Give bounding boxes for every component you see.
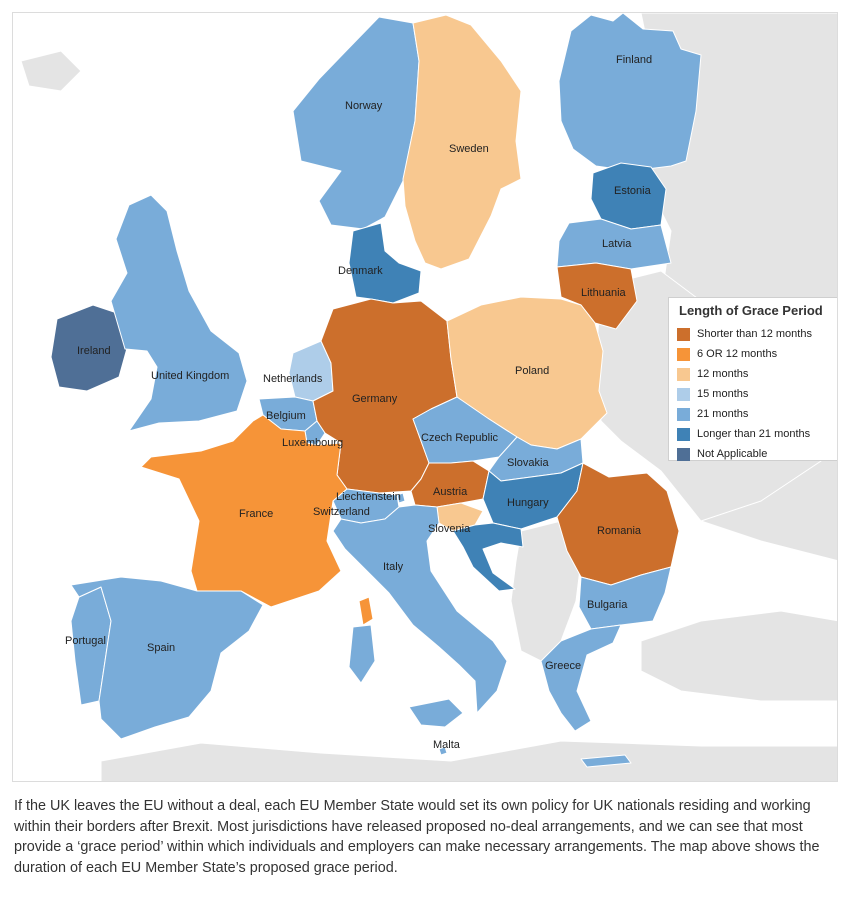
country-ireland[interactable] bbox=[50, 304, 130, 392]
legend-swatch bbox=[677, 407, 690, 421]
legend-rows: Shorter than 12 months 6 OR 12 months 12 m… bbox=[675, 324, 837, 464]
label-austria: Austria bbox=[433, 486, 468, 498]
country-france[interactable] bbox=[140, 414, 348, 608]
legend-item[interactable]: Shorter than 12 months bbox=[675, 324, 837, 344]
legend-label: 21 months bbox=[697, 408, 749, 420]
map-caption: If the UK leaves the EU without a deal, … bbox=[14, 798, 820, 876]
legend-label: Shorter than 12 months bbox=[697, 328, 812, 340]
label-estonia: Estonia bbox=[614, 185, 652, 197]
country-italy-sicily[interactable] bbox=[408, 698, 464, 728]
legend-item[interactable]: 12 months bbox=[675, 364, 837, 384]
legend-swatch bbox=[677, 347, 690, 361]
legend-label: 15 months bbox=[697, 388, 749, 400]
label-hungary: Hungary bbox=[507, 497, 549, 509]
legend-label: Not Applicable bbox=[697, 448, 768, 460]
label-denmark: Denmark bbox=[338, 265, 383, 277]
country-italy-sardinia[interactable] bbox=[348, 624, 376, 684]
label-slovenia: Slovenia bbox=[428, 523, 471, 535]
country-france-corsica[interactable] bbox=[358, 596, 374, 626]
legend-item[interactable]: 15 months bbox=[675, 384, 837, 404]
legend-title: Length of Grace Period bbox=[679, 303, 823, 318]
country-lithuania[interactable] bbox=[556, 262, 638, 330]
north-africa-region bbox=[100, 740, 837, 781]
label-luxembourg: Luxembourg bbox=[282, 437, 343, 449]
label-malta: Malta bbox=[433, 739, 461, 751]
label-poland: Poland bbox=[515, 365, 549, 377]
legend-label: Longer than 21 months bbox=[697, 428, 811, 440]
label-lithuania: Lithuania bbox=[581, 287, 627, 299]
label-liechtenstein: Liechtenstein bbox=[336, 491, 401, 503]
country-greece-crete[interactable] bbox=[580, 754, 632, 768]
legend-swatch bbox=[677, 447, 690, 461]
legend-item[interactable]: 6 OR 12 months bbox=[675, 344, 837, 364]
legend-swatch bbox=[677, 327, 690, 341]
label-france: France bbox=[239, 508, 273, 520]
label-netherlands: Netherlands bbox=[263, 373, 323, 385]
legend-label: 6 OR 12 months bbox=[697, 348, 778, 360]
europe-map[interactable]: Finland Norway Sweden Estonia Latvia Lit… bbox=[13, 13, 838, 782]
label-italy: Italy bbox=[383, 561, 404, 573]
legend-item[interactable]: Longer than 21 months bbox=[675, 424, 837, 444]
country-norway[interactable] bbox=[292, 16, 420, 230]
map-view[interactable]: Finland Norway Sweden Estonia Latvia Lit… bbox=[12, 12, 838, 782]
country-italy[interactable] bbox=[332, 504, 508, 714]
label-ireland: Ireland bbox=[77, 345, 111, 357]
country-sweden[interactable] bbox=[402, 14, 522, 270]
label-spain: Spain bbox=[147, 642, 175, 654]
label-sweden: Sweden bbox=[449, 143, 489, 155]
label-portugal: Portugal bbox=[65, 635, 106, 647]
label-switzerland: Switzerland bbox=[313, 506, 370, 518]
legend-swatch bbox=[677, 387, 690, 401]
country-spain[interactable] bbox=[70, 576, 264, 740]
country-denmark[interactable] bbox=[348, 222, 422, 304]
country-greece[interactable] bbox=[540, 624, 622, 732]
label-finland: Finland bbox=[616, 54, 652, 66]
legend-item[interactable]: 21 months bbox=[675, 404, 837, 424]
country-united-kingdom[interactable] bbox=[110, 194, 248, 432]
label-belgium: Belgium bbox=[266, 410, 306, 422]
label-germany: Germany bbox=[352, 393, 398, 405]
legend-label: 12 months bbox=[697, 368, 749, 380]
country-croatia[interactable] bbox=[452, 522, 524, 592]
label-bulgaria: Bulgaria bbox=[587, 599, 628, 611]
label-united-kingdom: United Kingdom bbox=[151, 370, 229, 382]
label-latvia: Latvia bbox=[602, 238, 632, 250]
legend-swatch bbox=[677, 427, 690, 441]
map-legend: Length of Grace Period Shorter than 12 m… bbox=[668, 297, 837, 464]
country-malta[interactable] bbox=[438, 746, 448, 756]
label-romania: Romania bbox=[597, 525, 642, 537]
label-slovakia: Slovakia bbox=[507, 457, 549, 469]
country-latvia[interactable] bbox=[556, 218, 672, 270]
label-greece: Greece bbox=[545, 660, 581, 672]
country-finland[interactable] bbox=[558, 13, 702, 172]
label-czech-republic: Czech Republic bbox=[421, 432, 499, 444]
legend-item[interactable]: Not Applicable bbox=[675, 444, 837, 464]
label-norway: Norway bbox=[345, 100, 383, 112]
iceland-region bbox=[20, 50, 82, 92]
turkey-region bbox=[640, 610, 837, 702]
country-bulgaria[interactable] bbox=[578, 566, 672, 630]
legend-swatch bbox=[677, 367, 690, 381]
